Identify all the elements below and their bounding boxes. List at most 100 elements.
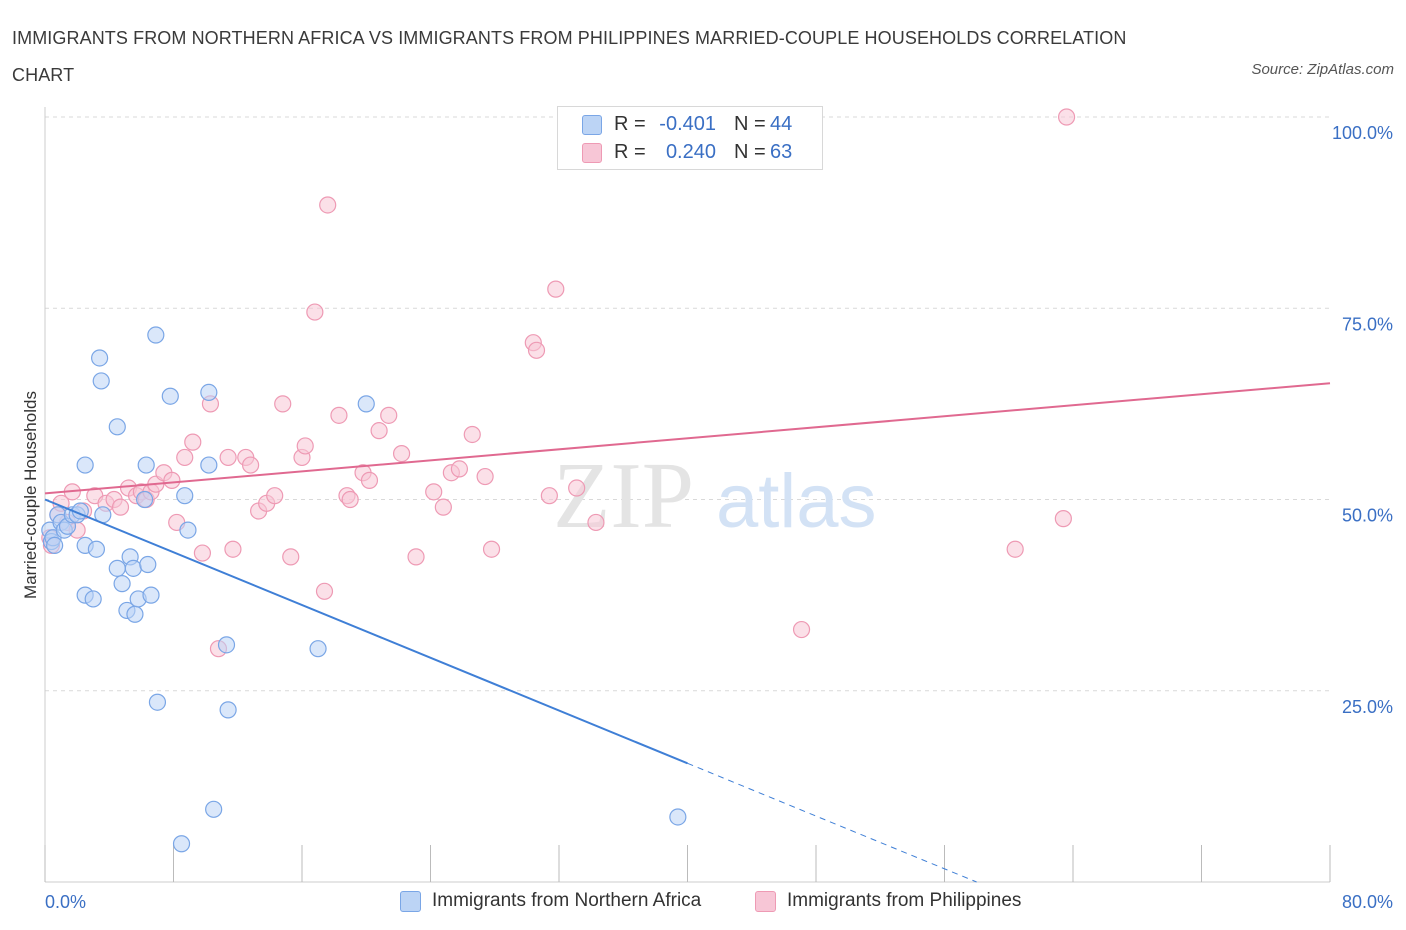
philippines-point xyxy=(434,498,452,516)
philippines-trend-line xyxy=(44,382,1331,495)
northern-africa-point xyxy=(113,575,131,593)
northern-africa-point xyxy=(172,835,191,853)
northern-africa-point xyxy=(148,693,167,711)
philippines-point xyxy=(242,456,260,474)
blue-swatch xyxy=(582,115,602,135)
source-credit: Source: ZipAtlas.com xyxy=(1251,61,1394,78)
philippines-point xyxy=(184,433,202,451)
philippines-point xyxy=(540,487,558,505)
philippines-point xyxy=(476,467,494,486)
legend-row-northern-africa: R = -0.401 N = 44 xyxy=(558,111,822,139)
philippines-point xyxy=(111,498,130,516)
philippines-point xyxy=(341,490,359,509)
philippines-point xyxy=(1006,540,1024,558)
northern-africa-point xyxy=(217,636,236,654)
philippines-point xyxy=(370,422,388,440)
philippines-point xyxy=(407,548,425,566)
northern-africa-point xyxy=(139,555,157,574)
philippines-point xyxy=(392,445,411,463)
philippines-point xyxy=(274,395,292,413)
northern-africa-point xyxy=(135,490,154,509)
n-value: 63 xyxy=(770,141,793,163)
r-label: R = xyxy=(614,113,646,135)
r-label: R = xyxy=(614,141,646,163)
x-tick-label: 80.0% xyxy=(1342,892,1393,912)
northern-africa-points xyxy=(41,326,687,853)
y-tick-label: 75.0% xyxy=(1342,314,1393,334)
northern-africa-point xyxy=(200,456,218,474)
philippines-point xyxy=(193,544,212,562)
philippines-point xyxy=(315,582,334,600)
northern-africa-point xyxy=(176,487,194,505)
northern-africa-point xyxy=(126,605,144,623)
legend-row-philippines: R = 0.240 N = 63 xyxy=(558,139,822,167)
northern-africa-point xyxy=(76,456,94,474)
northern-africa-point xyxy=(124,559,142,577)
philippines-point xyxy=(163,471,181,489)
n-label: N = xyxy=(734,113,766,135)
philippines-point xyxy=(547,280,565,298)
axes xyxy=(44,107,1331,883)
watermark-atlas: atlas xyxy=(716,459,877,544)
legend-label: Immigrants from Philippines xyxy=(787,890,1022,911)
philippines-point xyxy=(425,483,443,501)
philippines-point xyxy=(450,460,469,478)
northern-africa-point xyxy=(147,326,165,344)
blue-swatch xyxy=(400,891,421,912)
philippines-point xyxy=(319,196,337,214)
y-tick-label: 100.0% xyxy=(1332,123,1393,143)
philippines-point xyxy=(1057,108,1076,126)
northern-africa-point xyxy=(84,590,102,608)
philippines-point xyxy=(587,513,605,532)
northern-africa-point xyxy=(91,349,109,367)
northern-africa-point xyxy=(309,640,327,658)
n-value: 44 xyxy=(770,113,793,135)
philippines-point xyxy=(792,620,811,639)
philippines-point xyxy=(306,303,324,321)
philippines-point xyxy=(380,406,398,424)
r-value: 0.240 xyxy=(665,141,716,163)
tick-labels: 25.0% 50.0% 75.0% 100.0% 0.0% 80.0% xyxy=(45,123,1393,912)
northern-africa-point xyxy=(219,701,237,719)
northern-africa-point xyxy=(142,586,160,604)
northern-africa-point xyxy=(108,559,126,577)
chart-title: IMMIGRANTS FROM NORTHERN AFRICA VS IMMIG… xyxy=(12,28,1127,85)
philippines-point xyxy=(360,471,379,489)
northern-africa-point xyxy=(357,395,375,413)
northern-africa-point xyxy=(200,383,218,401)
northern-africa-point xyxy=(161,387,179,405)
philippines-point xyxy=(568,479,586,497)
trend-lines xyxy=(44,382,1331,883)
watermark: ZIP atlas xyxy=(553,444,877,548)
philippines-point xyxy=(266,487,284,505)
philippines-points xyxy=(41,108,1076,658)
legend-label: Immigrants from Northern Africa xyxy=(432,890,702,911)
philippines-point xyxy=(1054,510,1072,528)
philippines-point xyxy=(282,548,300,566)
r-value: -0.401 xyxy=(659,113,716,135)
northern-africa-trend-extension xyxy=(687,762,977,883)
northern-africa-point xyxy=(108,418,126,436)
northern-africa-point xyxy=(669,808,687,826)
pink-swatch xyxy=(582,143,602,163)
philippines-point xyxy=(527,341,546,359)
philippines-point xyxy=(482,540,501,558)
y-tick-label: 50.0% xyxy=(1342,506,1393,526)
philippines-point xyxy=(224,540,242,558)
n-label: N = xyxy=(734,141,766,163)
northern-africa-point xyxy=(87,540,106,558)
y-tick-label: 25.0% xyxy=(1342,697,1393,717)
northern-africa-point xyxy=(205,800,223,818)
northern-africa-point xyxy=(92,372,110,390)
philippines-point xyxy=(176,448,194,467)
northern-africa-point xyxy=(46,536,64,555)
pink-swatch xyxy=(755,891,776,912)
northern-africa-point xyxy=(179,521,197,539)
northern-africa-point xyxy=(137,456,155,474)
gridlines xyxy=(45,116,1330,692)
philippines-point xyxy=(330,406,348,424)
x-tick-label: 0.0% xyxy=(45,892,86,912)
correlation-legend: R = -0.401 N = 44 R = 0.240 N = 63 xyxy=(557,106,823,170)
philippines-point xyxy=(463,425,481,444)
